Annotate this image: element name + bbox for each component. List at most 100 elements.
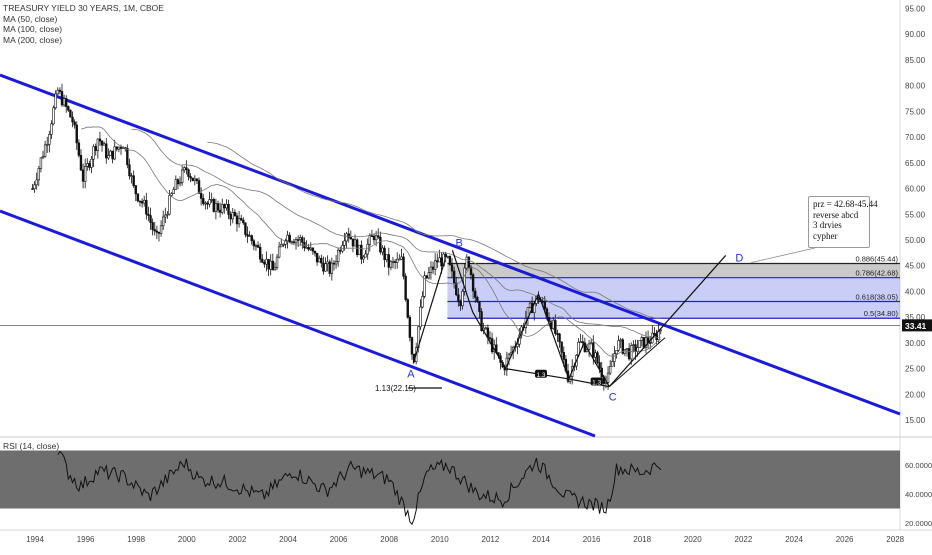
- price-tick-label: 40.00: [905, 287, 926, 296]
- candle-body: [554, 320, 557, 334]
- candle-body: [467, 256, 471, 268]
- candle-body: [75, 124, 78, 144]
- candle-body: [273, 267, 277, 271]
- candle-body: [265, 259, 268, 265]
- year-tick-label: 2012: [482, 535, 500, 544]
- candle-body: [364, 253, 367, 258]
- candle-body: [606, 372, 610, 383]
- candle-body: [377, 235, 380, 238]
- year-tick-label: 2020: [684, 535, 702, 544]
- candle-body: [328, 261, 331, 274]
- pattern-point-label: C: [609, 392, 617, 404]
- legend-ma50: MA (50, close): [3, 13, 58, 24]
- candle-body: [277, 246, 281, 258]
- candle-body: [111, 150, 114, 160]
- candle-body: [446, 256, 450, 258]
- candle-body: [471, 274, 475, 292]
- candle-body: [60, 91, 64, 106]
- candle-body: [147, 213, 150, 216]
- candle-body: [324, 263, 327, 272]
- candle-body: [117, 146, 121, 150]
- candle-body: [235, 215, 239, 225]
- candle-body: [199, 193, 203, 199]
- candle-body: [67, 106, 70, 111]
- candle-body: [164, 214, 167, 218]
- candle-body: [615, 350, 618, 355]
- candle-body: [589, 342, 593, 345]
- candle-body: [345, 233, 348, 242]
- candle-body: [191, 177, 194, 182]
- candle-body: [258, 246, 262, 260]
- price-tick-label: 25.00: [905, 365, 926, 374]
- candle-body: [94, 146, 97, 151]
- candle-body: [562, 352, 565, 360]
- rsi-tick-label: 60.0000: [905, 461, 932, 470]
- candle-body: [96, 138, 100, 151]
- year-tick-label: 1998: [127, 535, 145, 544]
- ratio-badge: [590, 377, 603, 386]
- candle-body: [52, 107, 55, 125]
- candle-body: [638, 339, 641, 348]
- candle-body: [404, 275, 407, 300]
- year-tick-label: 2008: [380, 535, 398, 544]
- candle-body: [46, 144, 49, 146]
- candle-body: [299, 237, 302, 240]
- prz-note-line2: reverse abcd: [813, 209, 859, 220]
- candle-body: [81, 169, 85, 182]
- year-tick-label: 2000: [178, 535, 196, 544]
- candle-body: [318, 257, 321, 263]
- candle-body: [425, 275, 428, 279]
- candle-body: [484, 327, 487, 330]
- rsi-band: [0, 450, 900, 509]
- candle-body: [305, 247, 308, 249]
- candle-body: [50, 123, 53, 135]
- pattern-leg: [583, 342, 610, 387]
- candle-body: [216, 203, 220, 211]
- candle-body: [113, 146, 116, 160]
- candle-body: [294, 239, 298, 244]
- pattern-point-label: A: [407, 369, 415, 381]
- candle-body: [218, 209, 222, 213]
- extension-label: 1.13(22.15): [375, 384, 416, 393]
- candle-body: [242, 219, 245, 224]
- candle-body: [183, 167, 186, 171]
- candle-body: [102, 143, 106, 146]
- rsi-tick-label: 40.0000: [905, 490, 932, 499]
- candle-body: [400, 256, 403, 260]
- candle-body: [528, 302, 532, 308]
- candle-body: [155, 230, 159, 233]
- candle-body: [431, 266, 435, 270]
- candle-body: [402, 256, 405, 277]
- candle-body: [180, 169, 184, 183]
- candle-body: [252, 240, 256, 247]
- candle-body: [313, 250, 317, 254]
- candle-body: [206, 202, 209, 205]
- prz-note-line1: prz = 42.68-45.44: [813, 199, 878, 209]
- candle-body: [370, 235, 374, 238]
- channel-upper-line: [0, 73, 901, 416]
- candle-body: [244, 222, 247, 235]
- year-tick-label: 2024: [785, 535, 803, 544]
- price-tick-label: 75.00: [905, 107, 926, 116]
- candle-body: [43, 144, 47, 157]
- fib-level-label: 0.786(42.68): [855, 269, 898, 278]
- candle-body: [339, 249, 342, 252]
- candle-body: [71, 116, 74, 123]
- candle-body: [37, 167, 40, 181]
- candle-body: [98, 138, 102, 142]
- candle-body: [307, 247, 310, 250]
- price-tick-label: 55.00: [905, 210, 926, 219]
- candle-body: [246, 234, 249, 237]
- candle-body: [48, 134, 51, 145]
- year-tick-label: 1994: [26, 535, 44, 544]
- candle-body: [189, 176, 192, 179]
- candle-body: [153, 229, 156, 232]
- candle-body: [145, 199, 148, 215]
- candle-body: [452, 270, 456, 284]
- candle-body: [185, 167, 188, 171]
- candle-body: [617, 340, 620, 351]
- price-tick-label: 80.00: [905, 82, 926, 91]
- price-tick-label: 60.00: [905, 185, 926, 194]
- candle-body: [476, 297, 479, 303]
